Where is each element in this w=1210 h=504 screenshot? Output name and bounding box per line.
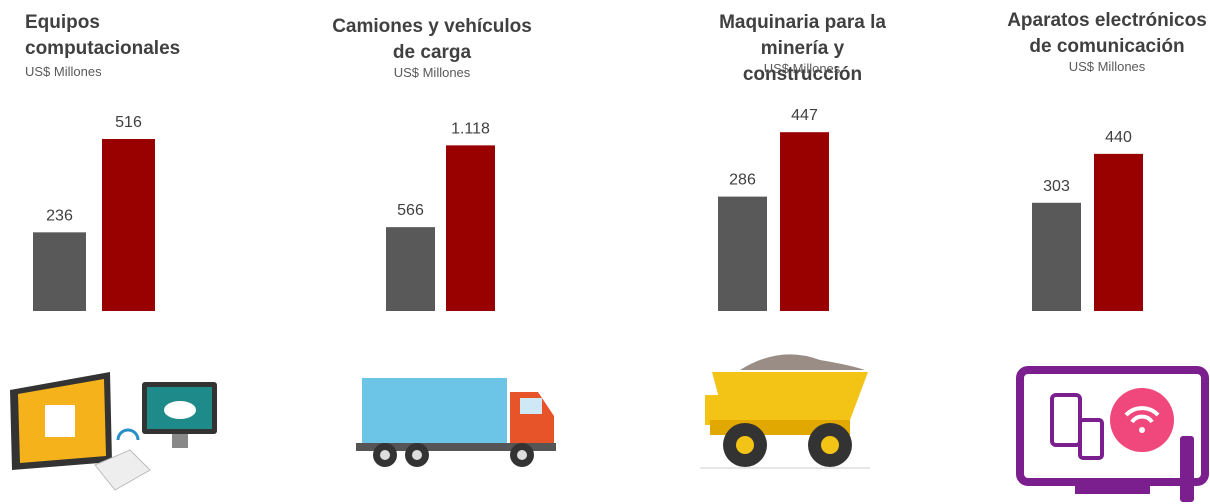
bar [780, 132, 829, 311]
icon-truck [356, 378, 556, 467]
value-label: 1.118 [451, 120, 490, 137]
bar [1094, 153, 1143, 311]
bar [718, 196, 767, 311]
bar [33, 232, 86, 311]
value-label: 566 [397, 202, 424, 219]
value-label: 447 [791, 107, 818, 124]
chart-subtitle: US$ Millones [763, 61, 841, 76]
bar [1032, 202, 1081, 311]
value-label: 440 [1105, 129, 1132, 146]
chart-title: Aparatos electrónicos de comunicación [1007, 10, 1207, 57]
chart-title: Equipos computacionales [25, 12, 181, 59]
icon-tv [1016, 366, 1209, 502]
value-label: 516 [115, 114, 142, 131]
bar [102, 139, 155, 311]
icon-dump-truck [700, 354, 870, 469]
chart-subtitle: US$ Millones [1068, 59, 1146, 74]
bar [446, 145, 495, 311]
chart-title: Maquinaria para la minería y construcció… [719, 12, 886, 85]
value-label: 303 [1043, 178, 1070, 195]
chart-title: Camiones y vehículos de carga [332, 16, 532, 63]
value-label: 286 [729, 172, 756, 189]
chart-subtitle: US$ Millones [393, 65, 471, 80]
value-label: 236 [46, 207, 73, 224]
chart-subtitle: US$ Millones [25, 64, 102, 79]
icon-computer [10, 372, 217, 491]
bar [386, 227, 435, 311]
